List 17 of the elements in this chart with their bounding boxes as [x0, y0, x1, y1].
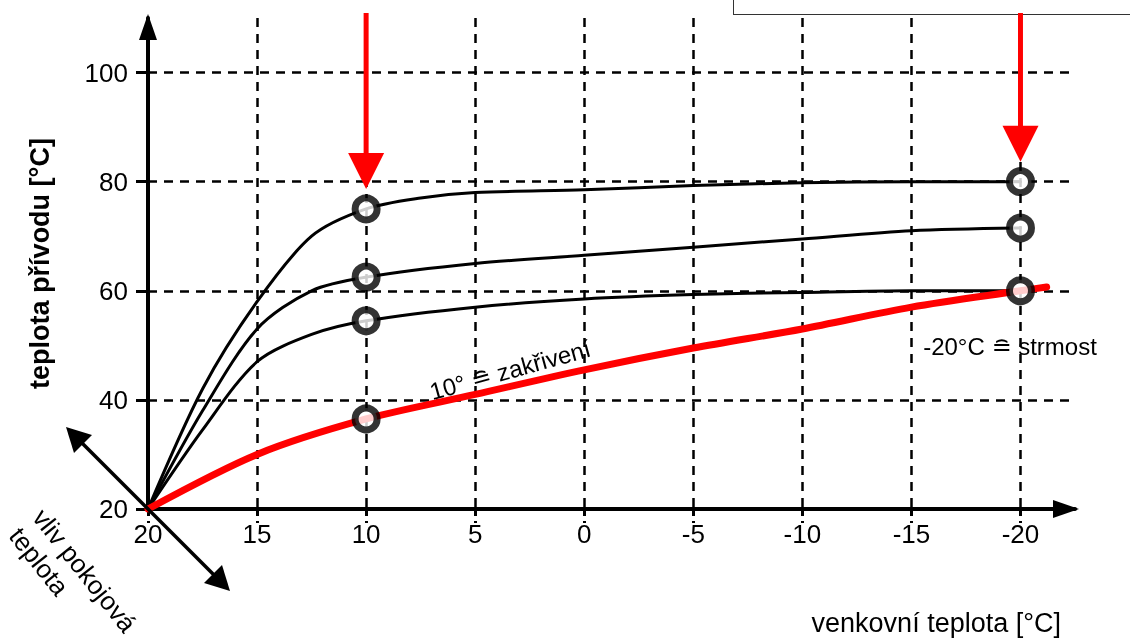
x-tick-label: -20 — [1001, 519, 1040, 549]
x-tick-label: -15 — [892, 519, 931, 549]
y-tick-label: 80 — [99, 166, 128, 197]
annotation: -20°C ≘ strmost — [923, 332, 1098, 360]
x-tick-label: 15 — [242, 519, 272, 549]
x-tick-label: 10 — [351, 519, 381, 549]
x-tick-label: 20 — [133, 519, 163, 549]
y-axis-title: teplota přívodu [°C] — [24, 138, 55, 389]
x-axis-title: venkovní teplota [°C] — [811, 607, 1061, 638]
y-tick-label: 40 — [99, 384, 128, 415]
y-tick-label: 20 — [99, 494, 128, 524]
x-tick-label: 0 — [577, 519, 592, 549]
x-tick-label: -5 — [681, 519, 705, 549]
x-tick-label: -10 — [783, 519, 822, 549]
y-tick-label: 60 — [99, 275, 128, 306]
y-tick-label: 100 — [84, 57, 128, 88]
x-tick-label: 5 — [467, 519, 483, 549]
